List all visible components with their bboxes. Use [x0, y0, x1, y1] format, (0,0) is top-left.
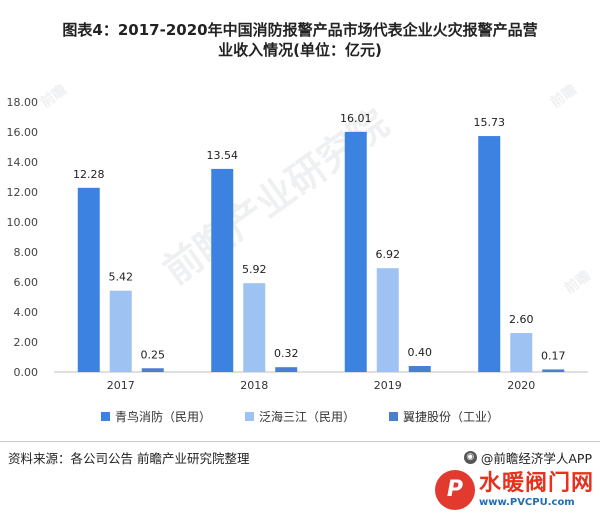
data-label: 12.28 — [73, 168, 105, 181]
data-label: 5.42 — [109, 271, 134, 284]
x-tick-label: 2019 — [374, 379, 402, 392]
data-label: 6.92 — [376, 248, 401, 261]
bar — [243, 283, 266, 372]
legend-label-yijie: 翼捷股份（工业） — [403, 410, 500, 424]
bar — [211, 168, 234, 372]
bar-chart: 0.00 2.00 4.00 6.00 8.00 10.00 12.00 14.00 16.00… — [7, 96, 588, 392]
y-tick-label: 2.00 — [14, 336, 39, 349]
y-tick-label: 4.00 — [14, 306, 39, 319]
legend-label-qingniao: 青鸟消防（民用） — [114, 410, 211, 424]
y-tick-label: 14.00 — [7, 156, 39, 169]
bar — [344, 131, 367, 372]
chart-title-line2: 业收入情况(单位：亿元) — [218, 41, 382, 59]
bar — [77, 187, 100, 372]
bar — [275, 367, 298, 372]
y-tick-label: 0.00 — [14, 366, 39, 379]
y-tick-label: 16.00 — [7, 126, 39, 139]
x-tick-label: 2020 — [507, 379, 535, 392]
credit-text: @前瞻经济学人APP — [480, 451, 592, 466]
legend-label-fanhai: 泛海三江（民用） — [258, 410, 355, 424]
y-tick-label: 12.00 — [7, 186, 39, 199]
data-label: 0.17 — [541, 349, 566, 362]
data-label: 0.32 — [274, 347, 299, 360]
legend-item-fanhai: 泛海三江（民用） — [244, 408, 355, 425]
bar — [109, 290, 132, 372]
legend-swatch-qingniao — [100, 412, 110, 421]
data-label: 0.40 — [408, 346, 433, 359]
data-label: 16.01 — [340, 112, 372, 125]
footer-divider — [0, 441, 600, 442]
bar — [478, 136, 501, 372]
data-label: 13.54 — [207, 149, 239, 162]
bar — [376, 268, 399, 372]
bar — [141, 368, 164, 372]
credit: ◉ @前瞻经济学人APP — [463, 448, 592, 467]
data-label: 0.25 — [141, 348, 166, 361]
y-tick-label: 10.00 — [7, 216, 39, 229]
bar — [510, 333, 533, 372]
chart-legend: 青鸟消防（民用） 泛海三江（民用） 翼捷股份（工业） — [0, 408, 600, 425]
legend-item-yijie: 翼捷股份（工业） — [389, 408, 499, 425]
logo-name: 水暖阀门网 — [478, 470, 594, 496]
y-tick-label: 6.00 — [14, 276, 39, 289]
data-label: 15.73 — [474, 116, 506, 129]
bar — [408, 366, 431, 372]
logo-url: www.PVCPU.com — [478, 496, 575, 508]
chart-title-line1: 图表4：2017-2020年中国消防报警产品市场代表企业火灾报警产品营 — [62, 21, 538, 39]
y-tick-label: 8.00 — [14, 246, 39, 259]
x-tick-label: 2017 — [107, 379, 135, 392]
chart-title: 图表4：2017-2020年中国消防报警产品市场代表企业火灾报警产品营 业收入情… — [0, 20, 600, 60]
legend-swatch-yijie — [389, 412, 398, 421]
legend-swatch-fanhai — [244, 412, 254, 421]
bar — [542, 369, 565, 372]
site-logo: P 水暖阀门网 www.PVCPU.com — [434, 470, 594, 510]
data-label: 2.60 — [509, 313, 534, 326]
y-tick-label: 18.00 — [7, 96, 39, 109]
data-label: 5.92 — [242, 263, 267, 276]
source-note: 资料来源：各公司公告 前瞻产业研究院整理 — [8, 451, 250, 466]
x-tick-label: 2018 — [240, 379, 268, 392]
legend-item-qingniao: 青鸟消防（民用） — [100, 408, 211, 425]
logo-mark-icon: P — [434, 470, 475, 510]
account-icon: ◉ — [463, 451, 477, 464]
